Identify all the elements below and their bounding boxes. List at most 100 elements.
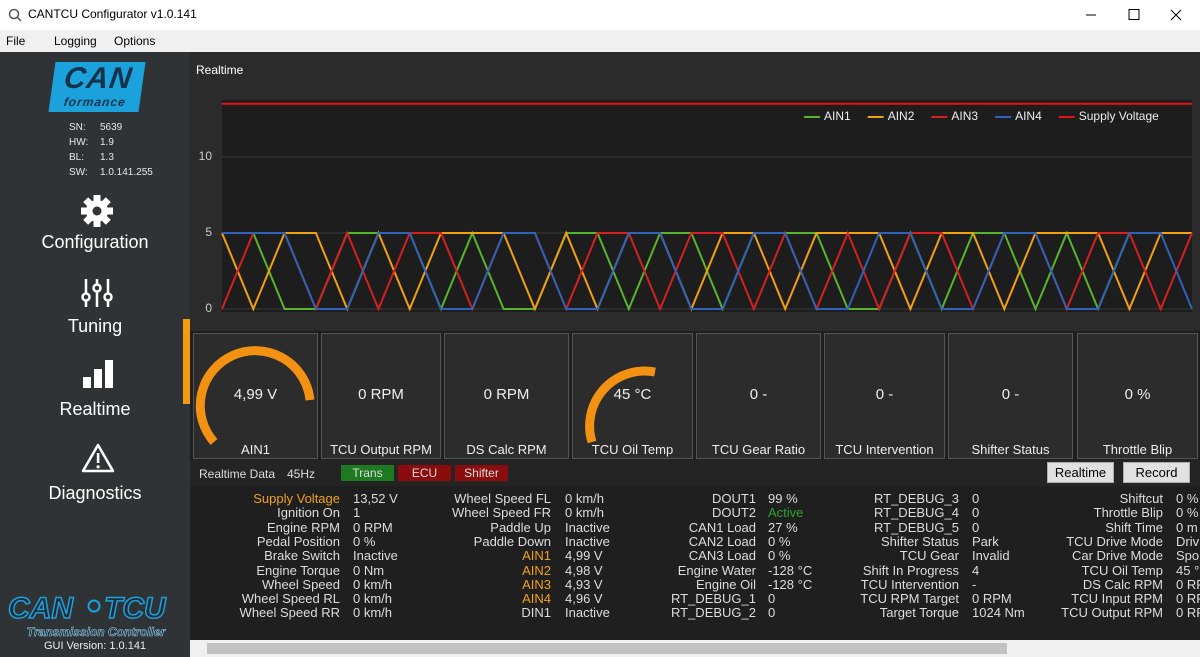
status-label: Realtime Data	[199, 467, 276, 481]
gauge-label: TCU Oil Temp	[591, 442, 674, 457]
field-label: Car Drive Mode	[1071, 548, 1163, 564]
field-value: 0 %	[768, 533, 791, 549]
gauge-panel: 0 - Shifter Status	[948, 333, 1073, 459]
status-badge: Shifter	[455, 465, 508, 481]
field-label: Shift Time	[1105, 519, 1163, 535]
field-label: RT_DEBUG_3	[873, 491, 959, 506]
field-value: 0 km/h	[353, 605, 393, 621]
menu-item[interactable]: Logging	[54, 34, 97, 48]
menu-item[interactable]: File	[6, 34, 26, 48]
field-label: Supply Voltage	[253, 491, 340, 506]
field-label: Engine Oil	[696, 576, 756, 592]
nav-item[interactable]: Diagnostics	[48, 482, 142, 503]
field-label: Wheel Speed	[261, 576, 340, 592]
field-label: Engine Torque	[256, 562, 340, 578]
title-bar: CANTCU Configurator v1.0.141	[0, 0, 1200, 30]
gauge-value: 45 °C	[613, 386, 652, 403]
field-value: 27 %	[768, 519, 798, 535]
field-value: 4,99 V	[565, 548, 603, 564]
gauge-panel: 0 - TCU Gear Ratio	[696, 333, 821, 459]
gauge-panel: 0 RPM TCU Output RPM	[321, 333, 441, 459]
gauge-panel: 4,99 V AIN1	[193, 333, 318, 459]
button[interactable]: Realtime	[1047, 462, 1114, 483]
field-label: TCU Output RPM	[1061, 605, 1163, 621]
field-label: Wheel Speed FR	[452, 505, 551, 521]
field-value: 0 km/h	[565, 505, 605, 521]
close[interactable]	[1170, 9, 1182, 21]
gauge-panel: 0 RPM DS Calc RPM	[444, 333, 569, 459]
field-label: TCU Oil Temp	[1081, 562, 1163, 578]
gear-icon	[81, 195, 113, 227]
field-label: CAN3 Load	[688, 548, 756, 564]
y-tick-label: 10	[199, 149, 213, 163]
field-label: RT_DEBUG_2	[670, 605, 756, 621]
field-label: RT_DEBUG_4	[873, 505, 959, 521]
gauge-value: 4,99 V	[233, 386, 278, 403]
field-label: Target Torque	[879, 605, 959, 621]
logo-bottom: formance	[62, 95, 127, 109]
field-value: 99 %	[768, 491, 798, 506]
logo: CAN formance	[48, 62, 146, 112]
scrollbar[interactable]	[190, 640, 1200, 657]
field-label: Shifter Status	[880, 533, 959, 549]
window-title: CANTCU Configurator v1.0.141	[28, 7, 197, 21]
footer-logo-left: CAN	[7, 591, 74, 626]
menu-bar: File Logging Options	[0, 30, 1200, 52]
field-value: 0 km/h	[353, 576, 393, 592]
field-label: TCU Gear	[899, 548, 959, 564]
field-value: 0 %	[1176, 491, 1199, 506]
legend-label: AIN1	[824, 109, 851, 123]
field-label: Wheel Speed FL	[454, 491, 551, 506]
gauge-value: 0 RPM	[358, 386, 404, 403]
gauge-panel: 0 % Throttle Blip	[1077, 333, 1198, 459]
footer-subtitle: Transmission Controller	[26, 625, 166, 640]
nav-item[interactable]: Configuration	[41, 232, 149, 252]
field-label: Engine RPM	[267, 519, 340, 535]
field-value: 0 km/h	[565, 491, 605, 506]
footer-logo-ring	[87, 599, 101, 613]
field-label: AIN3	[522, 576, 551, 592]
field-value: Active	[768, 505, 804, 521]
info-value: 1.9	[100, 137, 114, 148]
field-label: AIN4	[522, 591, 551, 607]
chart: Realtime 0 5 10 AIN1 AIN2 AIN3 AIN4 Supply Volt…	[190, 52, 1200, 331]
gauge-label: TCU Output RPM	[330, 442, 432, 457]
field-value: 45 °	[1176, 562, 1200, 578]
chart-title: Realtime	[196, 63, 244, 77]
field-value: Inactive	[565, 605, 610, 621]
info-value: 1.3	[100, 152, 114, 163]
field-label: Wheel Speed RR	[239, 605, 340, 621]
field-label: Wheel Speed RL	[241, 591, 340, 607]
main-area: Realtime 0 5 10 AIN1 AIN2 AIN3 AIN4 Supply Volt…	[190, 52, 1200, 657]
gauge-label: Shifter Status	[971, 442, 1050, 457]
info-label: SN:	[69, 122, 86, 133]
menu-item[interactable]: Options	[114, 34, 156, 48]
button[interactable]: Record	[1123, 462, 1190, 483]
window-controls[interactable]	[1075, 0, 1200, 30]
field-label: Shift In Progress	[862, 562, 959, 578]
info-value: 5639	[100, 122, 123, 133]
legend-label: AIN3	[951, 109, 978, 123]
info-label: HW:	[69, 137, 89, 148]
field-label: Paddle Up	[490, 519, 551, 535]
field-label: CAN1 Load	[688, 519, 756, 535]
app-icon	[8, 8, 22, 22]
nav-item[interactable]: Tuning	[67, 315, 123, 336]
nav-item[interactable]: Realtime	[59, 399, 131, 419]
field-value: 4	[972, 562, 980, 578]
active-indicator	[183, 319, 190, 404]
field-value: 0 km/h	[353, 591, 393, 607]
maximize[interactable]	[1128, 9, 1140, 20]
sidebar: CAN formance SN: 5639 HW: 1.9 BL: 1.3 SW: 1.0.1…	[0, 52, 190, 657]
field-label: RT_DEBUG_5	[873, 519, 959, 535]
y-tick-label: 0	[205, 301, 212, 315]
field-label: Paddle Down	[473, 533, 551, 549]
field-value: 1024 Nm	[972, 605, 1025, 621]
field-value: 0	[768, 591, 776, 607]
scroll-thumb[interactable]	[207, 643, 1007, 654]
field-value: Inactive	[565, 519, 610, 535]
field-label: DOUT1	[711, 491, 756, 506]
field-label: DS Calc RPM	[1082, 576, 1163, 592]
